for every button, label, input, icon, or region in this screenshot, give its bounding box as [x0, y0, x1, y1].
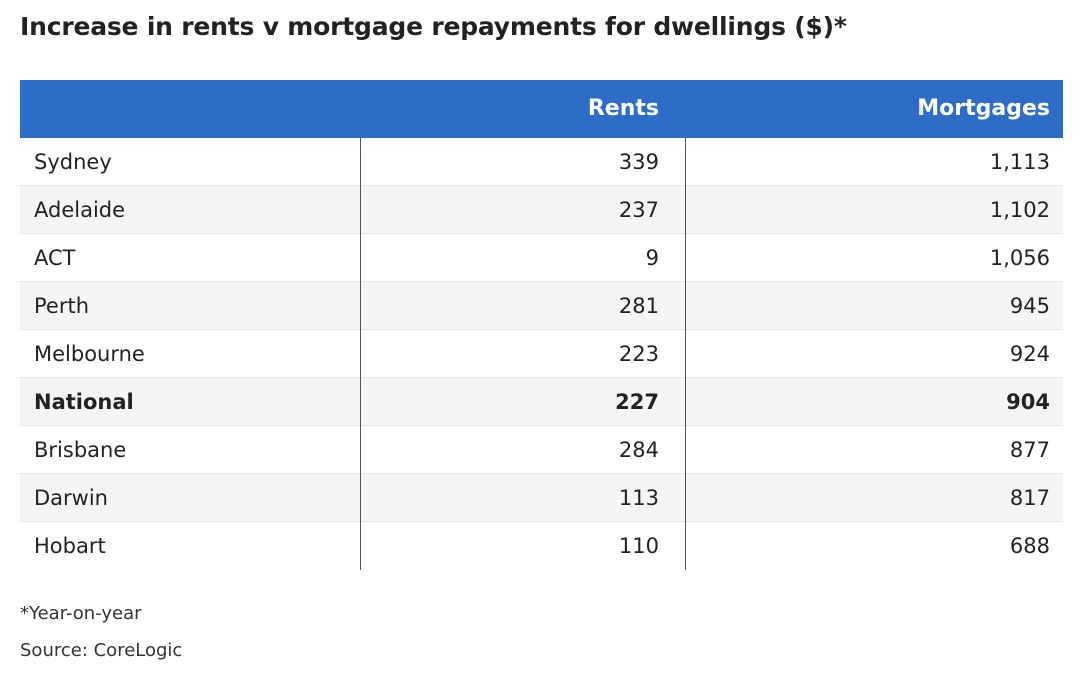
row-label: Darwin — [34, 486, 108, 510]
mortgages-value: 904 — [1006, 390, 1050, 414]
header-rents: Rents — [587, 96, 659, 121]
mortgages-value: 1,102 — [989, 198, 1050, 222]
row-label: Perth — [34, 294, 90, 318]
mortgages-value: 924 — [1009, 342, 1050, 366]
table-row: Hobart 110 688 — [20, 522, 1063, 570]
chart-title: Increase in rents v mortgage repayments … — [20, 12, 847, 41]
table-row: Melbourne 223 924 — [20, 330, 1063, 378]
footnote-year-on-year: *Year-on-year — [20, 603, 142, 624]
row-label: ACT — [34, 246, 76, 270]
rents-value: 227 — [615, 390, 659, 414]
table-row: Perth 281 945 — [20, 282, 1063, 330]
table-header: Rents Mortgages — [20, 80, 1063, 138]
rents-value: 113 — [618, 486, 659, 510]
row-label: Sydney — [34, 150, 112, 174]
mortgages-value: 1,056 — [989, 246, 1050, 270]
row-label: Brisbane — [34, 438, 127, 462]
rents-value: 281 — [618, 294, 659, 318]
rents-value: 223 — [618, 342, 659, 366]
mortgages-value: 877 — [1009, 438, 1050, 462]
row-label: National — [34, 390, 134, 414]
rents-value: 237 — [618, 198, 659, 222]
data-table: Rents Mortgages Sydney 339 1,113 Adelaide 23… — [20, 80, 1063, 570]
table-row: Sydney 339 1,113 — [20, 138, 1063, 186]
row-label: Melbourne — [34, 342, 145, 366]
table-row: Brisbane 284 877 — [20, 426, 1063, 474]
header-mortgages: Mortgages — [917, 96, 1050, 121]
row-label: Adelaide — [34, 198, 126, 222]
rents-value: 110 — [618, 534, 659, 558]
table-row: ACT 9 1,056 — [20, 234, 1063, 282]
table-row: Darwin 113 817 — [20, 474, 1063, 522]
mortgages-value: 945 — [1009, 294, 1050, 318]
source-note: Source: CoreLogic — [20, 640, 183, 661]
rents-value: 9 — [645, 246, 659, 270]
mortgages-value: 1,113 — [989, 150, 1050, 174]
rents-value: 284 — [618, 438, 659, 462]
mortgages-value: 817 — [1009, 486, 1050, 510]
column-divider-mortgages — [685, 138, 686, 570]
table-row: National 227 904 — [20, 378, 1063, 426]
rents-value: 339 — [618, 150, 659, 174]
column-divider-rents — [360, 138, 361, 570]
table-body: Sydney 339 1,113 Adelaide 237 1,102 ACT 9 1,056 P… — [20, 138, 1063, 570]
table-row: Adelaide 237 1,102 — [20, 186, 1063, 234]
row-label: Hobart — [34, 534, 106, 558]
mortgages-value: 688 — [1009, 534, 1050, 558]
